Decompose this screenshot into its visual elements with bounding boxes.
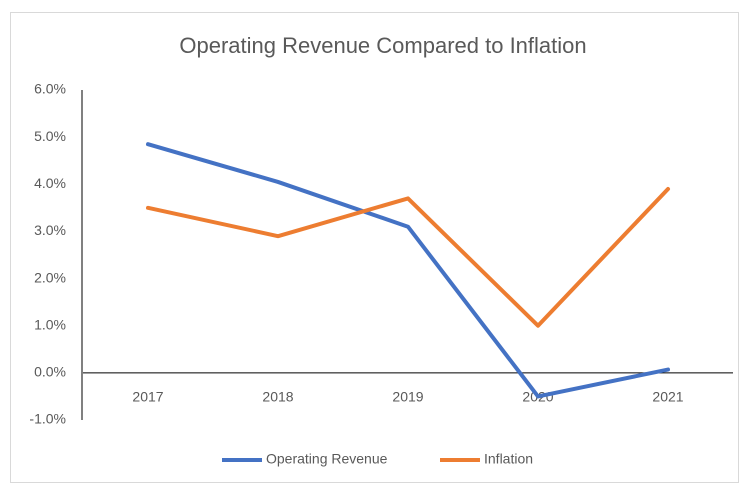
y-tick-label: 5.0% <box>34 128 66 144</box>
y-tick-label: 0.0% <box>34 364 66 380</box>
x-tick-label: 2018 <box>262 389 293 405</box>
y-tick-label: 3.0% <box>34 222 66 238</box>
chart-title: Operating Revenue Compared to Inflation <box>179 33 586 58</box>
y-tick-label: 4.0% <box>34 175 66 191</box>
legend-label: Operating Revenue <box>266 451 388 467</box>
y-tick-label: 1.0% <box>34 316 66 332</box>
series-line <box>146 142 670 399</box>
y-tick-label: -1.0% <box>29 411 66 427</box>
y-tick-label: 2.0% <box>34 269 66 285</box>
y-tick-label: 6.0% <box>34 81 66 97</box>
x-tick-label: 2017 <box>132 389 163 405</box>
chart-border <box>10 12 739 483</box>
series-line <box>146 187 670 328</box>
x-tick-label: 2019 <box>392 389 423 405</box>
legend-label: Inflation <box>484 451 533 467</box>
x-tick-label: 2021 <box>652 389 683 405</box>
